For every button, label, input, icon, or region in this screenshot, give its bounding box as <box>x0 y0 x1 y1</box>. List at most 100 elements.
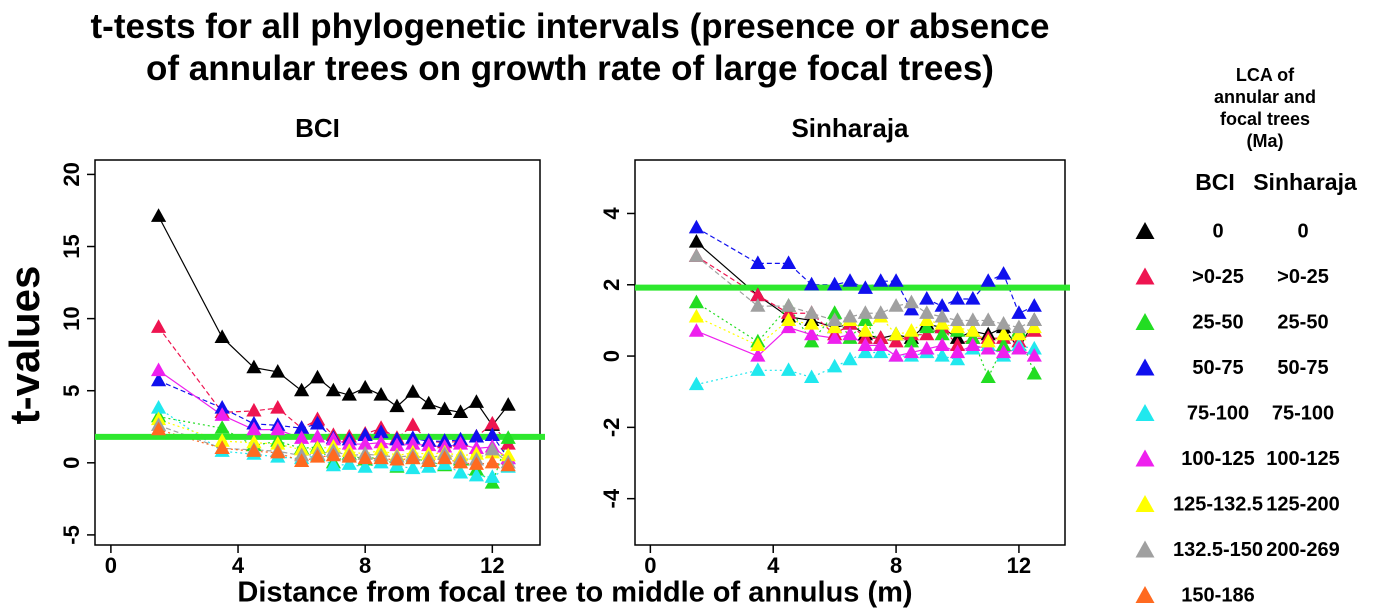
point <box>804 369 820 384</box>
point <box>325 431 341 446</box>
point <box>919 312 935 327</box>
point <box>965 291 981 305</box>
point <box>750 298 766 312</box>
point <box>934 308 950 323</box>
point <box>309 415 326 430</box>
point <box>389 451 405 466</box>
point <box>421 453 437 467</box>
point <box>357 436 373 450</box>
legend-label: 50-75 <box>1277 357 1328 379</box>
point <box>934 315 950 330</box>
point <box>484 441 500 456</box>
point <box>888 273 904 287</box>
point <box>873 330 889 344</box>
point <box>214 407 230 421</box>
point <box>827 276 843 291</box>
legend-label: 132.5-150 <box>1173 539 1263 561</box>
legend-label: 125-132.5 <box>1173 493 1263 515</box>
point <box>888 298 904 312</box>
point <box>405 436 421 450</box>
x-tick-label: 0 <box>644 553 656 578</box>
y-tick-label: -4 <box>599 488 624 508</box>
point <box>903 344 920 359</box>
point <box>270 400 286 414</box>
legend-title: LCA of annular and focal trees (Ma) <box>1213 65 1316 151</box>
panel-title: Sinharaja <box>791 113 909 143</box>
point <box>688 294 705 309</box>
legend-marker <box>1135 495 1155 512</box>
point <box>357 427 373 442</box>
series-line <box>158 418 509 457</box>
point <box>246 443 262 457</box>
point <box>405 460 421 475</box>
point <box>1011 319 1027 334</box>
point <box>873 273 889 287</box>
point <box>949 330 966 344</box>
point <box>842 308 858 323</box>
point <box>405 450 421 465</box>
point <box>995 337 1012 351</box>
x-tick-label: 8 <box>890 553 902 578</box>
point <box>150 319 167 333</box>
y-tick-label: 4 <box>599 207 624 220</box>
point <box>214 329 230 343</box>
x-tick-label: 0 <box>105 553 117 578</box>
point <box>500 430 516 444</box>
point <box>468 467 485 482</box>
point <box>965 337 981 351</box>
point <box>857 305 873 319</box>
legend-label: 100-125 <box>1181 448 1254 470</box>
point <box>842 273 858 287</box>
point <box>888 348 904 362</box>
legend-column-header: Sinharaja <box>1253 169 1357 195</box>
y-tick-label: -2 <box>599 418 624 438</box>
point <box>1026 365 1042 380</box>
point <box>294 382 310 397</box>
x-tick-label: 4 <box>232 553 245 578</box>
point <box>325 447 341 462</box>
point <box>437 450 453 465</box>
point <box>903 333 920 348</box>
point <box>437 401 453 416</box>
y-axis-label: t-values <box>1 266 48 425</box>
point <box>750 362 766 376</box>
point <box>827 305 843 319</box>
chart-title: t-tests for all phylogenetic intervals (… <box>90 7 1050 88</box>
x-tick-label: 12 <box>1007 553 1031 578</box>
point <box>214 440 230 454</box>
point <box>1011 340 1027 355</box>
point <box>995 344 1012 359</box>
point <box>294 453 310 467</box>
point <box>294 430 310 444</box>
point <box>421 437 437 452</box>
point <box>373 450 389 465</box>
point <box>150 208 167 222</box>
point <box>919 340 935 355</box>
point <box>373 434 389 449</box>
point <box>888 326 904 341</box>
point <box>1026 348 1042 362</box>
series-line <box>158 424 509 464</box>
point <box>150 421 167 436</box>
point <box>389 437 405 452</box>
point <box>357 379 373 394</box>
point <box>873 344 889 359</box>
legend-label: 75-100 <box>1272 402 1334 424</box>
point <box>980 312 996 327</box>
legend-marker <box>1135 358 1155 376</box>
point <box>780 319 797 334</box>
point <box>919 326 935 341</box>
point <box>325 457 341 472</box>
point <box>750 287 766 302</box>
point <box>309 449 326 463</box>
point <box>857 330 873 344</box>
legend-label: 200-269 <box>1266 539 1339 561</box>
point <box>995 266 1012 280</box>
point <box>857 280 873 294</box>
point <box>949 291 966 305</box>
point <box>341 387 357 401</box>
point <box>780 298 797 312</box>
point <box>405 384 421 398</box>
point <box>919 291 935 305</box>
